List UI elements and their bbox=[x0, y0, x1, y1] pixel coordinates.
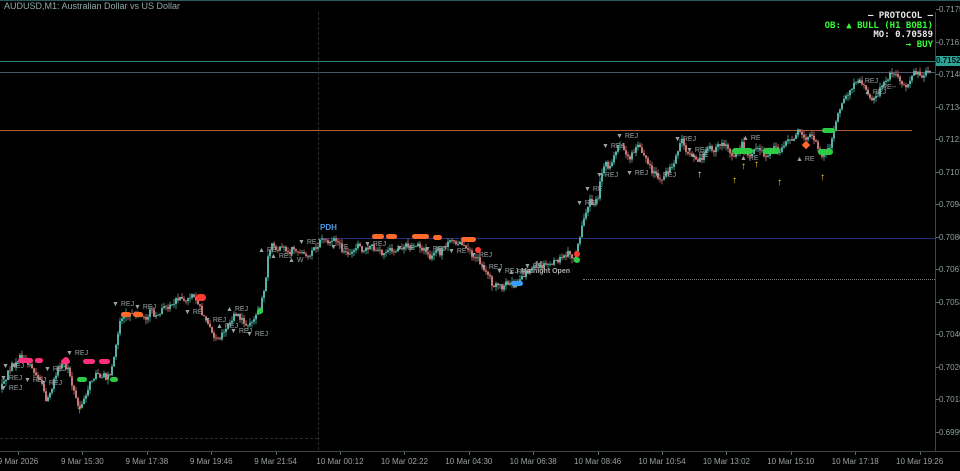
price-axis-label: 0.71075 bbox=[939, 167, 960, 177]
time-tick bbox=[790, 452, 792, 455]
symbol-title: AUDUSD,M1: Australian Dollar vs US Dolla… bbox=[4, 1, 181, 11]
time-tick bbox=[275, 452, 277, 455]
time-axis-label: 9 Mar 21:54 bbox=[254, 457, 297, 466]
chart-canvas[interactable] bbox=[0, 1, 935, 471]
price-axis-label: 0.71210 bbox=[939, 135, 960, 144]
time-axis-label: 10 Mar 06:38 bbox=[509, 457, 557, 466]
price-axis-label: 0.70535 bbox=[939, 297, 960, 307]
time-axis-label: 9 Mar 17:38 bbox=[125, 457, 169, 466]
price-tick bbox=[936, 269, 939, 270]
price-axis[interactable]: 0.71750 0.71615 0.71480 0.71345 0.71210 0.710… bbox=[935, 5, 960, 451]
price-axis-label: 0.70670 bbox=[939, 265, 960, 274]
price-axis-label: 0.70940 bbox=[939, 200, 960, 209]
price-axis-label: 0.71345 bbox=[939, 102, 960, 112]
time-axis-label: 10 Mar 13:02 bbox=[702, 457, 750, 466]
price-axis-label: 0.71480 bbox=[939, 70, 960, 79]
price-tick bbox=[936, 334, 939, 335]
time-axis-label: 10 Mar 19:26 bbox=[896, 457, 944, 466]
price-axis-label: 0.71750 bbox=[939, 5, 960, 14]
protocol-signal-line: → BUY bbox=[905, 39, 933, 50]
time-tick bbox=[597, 452, 599, 455]
price-tick bbox=[936, 301, 939, 303]
price-tick bbox=[936, 139, 939, 140]
time-axis-label: 10 Mar 10:54 bbox=[638, 457, 686, 466]
protocol-orderblock-line: OB: ▲ BULL (H1 BOB1) bbox=[824, 20, 933, 31]
time-tick bbox=[662, 452, 663, 455]
time-axis-label: 9 Mar 2026 bbox=[0, 457, 39, 466]
time-axis-label: 10 Mar 17:18 bbox=[831, 457, 879, 466]
time-tick bbox=[146, 452, 148, 455]
price-axis-label: 0.70805 bbox=[939, 232, 960, 242]
price-tick bbox=[936, 399, 939, 400]
time-tick bbox=[919, 452, 921, 455]
price-axis-label: 0.71615 bbox=[939, 37, 960, 47]
time-tick bbox=[726, 452, 728, 455]
time-axis-label: 9 Mar 19:46 bbox=[189, 457, 233, 466]
time-tick bbox=[18, 452, 19, 455]
time-tick bbox=[533, 452, 535, 455]
time-tick bbox=[855, 452, 857, 455]
time-tick bbox=[82, 452, 84, 455]
current-price-badge: 0.71520 bbox=[936, 56, 960, 66]
price-tick bbox=[936, 41, 939, 43]
time-axis-label: 10 Mar 02:22 bbox=[380, 457, 428, 466]
price-axis-label: 0.70400 bbox=[939, 330, 960, 339]
price-axis-label: 0.69995 bbox=[939, 427, 960, 437]
price-tick bbox=[936, 106, 939, 108]
time-axis-label: 10 Mar 04:30 bbox=[445, 457, 493, 466]
price-tick bbox=[936, 204, 939, 205]
price-tick bbox=[936, 74, 939, 75]
time-axis-label: 10 Mar 08:46 bbox=[574, 457, 622, 466]
price-tick bbox=[936, 431, 939, 433]
window-title: AUDUSD,M1: Australian Dollar vs US Dolla… bbox=[0, 1, 960, 12]
time-tick bbox=[404, 452, 406, 455]
protocol-panel: — PROTOCOL — OB: ▲ BULL (H1 BOB1) MO: 0.… bbox=[824, 11, 933, 50]
time-tick bbox=[211, 452, 213, 455]
price-axis-label: 0.70265 bbox=[939, 362, 960, 372]
price-tick bbox=[936, 366, 939, 368]
time-tick bbox=[468, 452, 470, 455]
time-axis-label: 10 Mar 15:10 bbox=[767, 457, 815, 466]
time-tick bbox=[340, 452, 341, 455]
price-tick bbox=[936, 171, 939, 173]
price-tick bbox=[936, 236, 939, 238]
protocol-title: — PROTOCOL — bbox=[867, 11, 933, 21]
time-axis-label: 9 Mar 15:30 bbox=[61, 457, 104, 466]
protocol-mo-line: MO: 0.70589 bbox=[873, 30, 933, 40]
time-axis-label: 10 Mar 00:12 bbox=[316, 457, 364, 466]
price-axis-label: 0.70130 bbox=[939, 395, 960, 404]
time-axis[interactable]: 9 Mar 2026 9 Mar 15:30 9 Mar 17:38 9 Mar 19… bbox=[0, 451, 960, 471]
price-tick bbox=[936, 9, 939, 10]
